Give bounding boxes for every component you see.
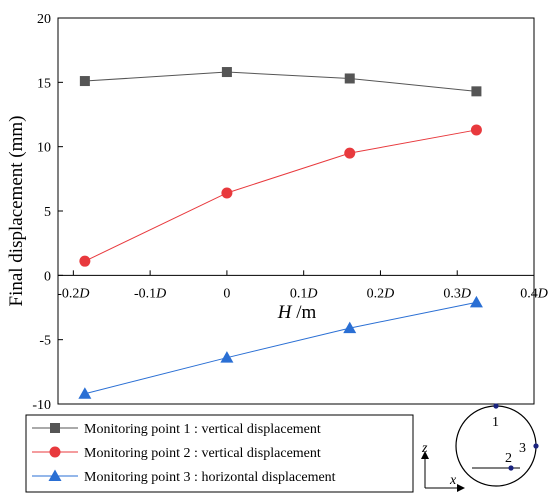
inset-label-1: 1 [492, 415, 499, 430]
x-tick-label: 0.2D [367, 286, 395, 301]
series-3-point [343, 321, 357, 334]
inset-z-arrow-icon [421, 451, 429, 459]
series-2-point [79, 255, 91, 267]
x-tick-label: 0.4D [520, 286, 548, 301]
y-axis-title: Final displacement (mm) [6, 115, 27, 306]
y-tick-label: 5 [44, 205, 51, 220]
x-tick-label: -0.1D [134, 286, 166, 301]
series-3-point [220, 351, 234, 363]
series-2-line [84, 129, 477, 262]
series-3-point [469, 295, 483, 308]
series-2-point [470, 124, 482, 136]
x-tick-label: 0.1D [290, 286, 318, 301]
monitoring-dot-3 [533, 443, 539, 449]
legend-label-1: Monitoring point 1 : vertical displaceme… [84, 422, 321, 437]
monitoring-dot-2 [508, 465, 514, 471]
y-tick-label: 20 [37, 12, 51, 27]
legend-marker-1 [50, 423, 60, 433]
series-2-point [344, 147, 356, 159]
axis-layer: 20 15 10 5 0 -5 -10 -0.2D -0.1D 0 0.1D 0.2D 0.3D 0.4D [32, 12, 547, 413]
monitoring-dot-1 [493, 403, 499, 409]
x-tick-label: 0 [223, 286, 230, 301]
inset-label-3: 3 [519, 441, 526, 456]
x-axis-unit: /m [291, 302, 316, 323]
x-tick-label: 0.3D [443, 286, 471, 301]
inset-z-label: z [421, 441, 428, 456]
series-1-line [84, 71, 477, 92]
x-tick-label: -0.2D [57, 286, 89, 301]
legend-label-2: Monitoring point 2 : vertical displaceme… [84, 446, 321, 461]
series-layer [78, 67, 483, 399]
series-3-line [84, 301, 477, 395]
legend: Monitoring point 1 : vertical displaceme… [25, 414, 414, 493]
series-1-point [344, 73, 355, 84]
inset-x-label: x [449, 473, 457, 488]
series-3-point [78, 387, 92, 399]
y-tick-label: 0 [44, 269, 51, 284]
series-2-point [221, 187, 233, 199]
inset-label-2: 2 [505, 451, 512, 466]
legend-box [25, 414, 414, 493]
legend-items: Monitoring point 1 : vertical displaceme… [32, 422, 336, 485]
legend-marker-2 [49, 446, 61, 458]
inset-diagram: 1 2 3 z x [421, 403, 539, 492]
x-axis-symbol: H [277, 302, 293, 323]
inset-x-arrow-icon [457, 484, 465, 492]
series-1-point [471, 86, 482, 97]
x-axis-title: H /m [277, 302, 317, 323]
y-tick-label: 15 [37, 76, 51, 91]
y-tick-label: -10 [32, 398, 51, 413]
legend-marker-3 [48, 469, 62, 481]
legend-label-3: Monitoring point 3 : horizontal displace… [84, 470, 336, 485]
y-tick-label: -5 [39, 334, 51, 349]
series-1-point [79, 76, 90, 87]
y-tick-label: 10 [37, 141, 51, 156]
series-1-point [221, 67, 232, 78]
